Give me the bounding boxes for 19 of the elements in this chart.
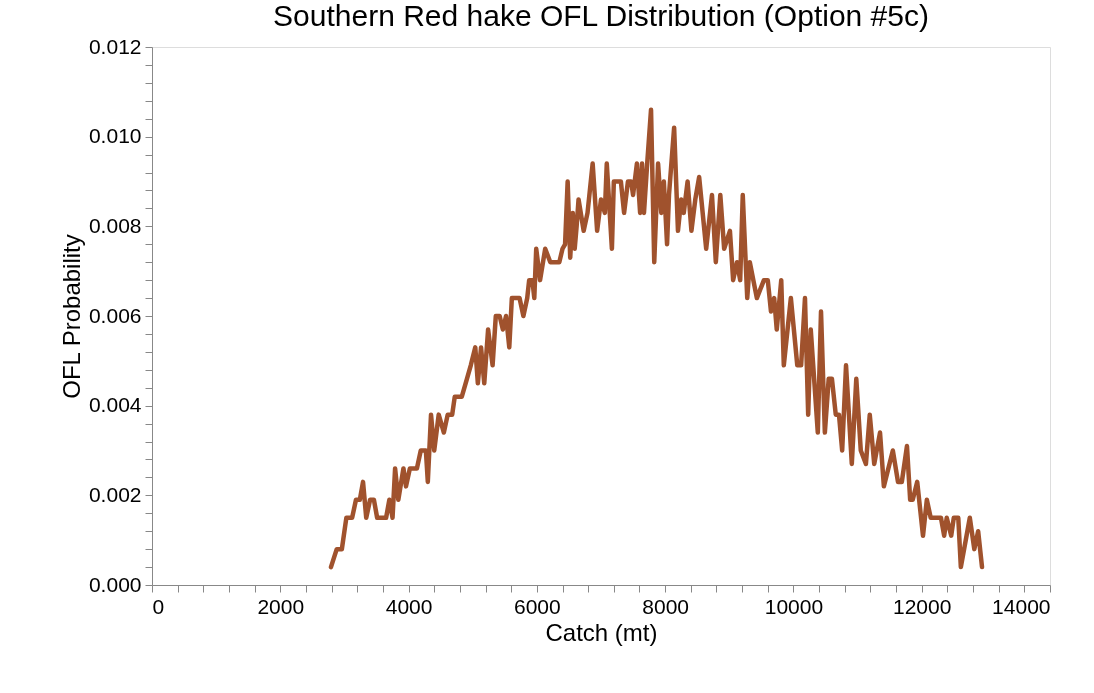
y-tick-label: 0.012 [88, 34, 142, 58]
x-tick-label: 0 [152, 594, 165, 618]
x-tick-label: 12000 [893, 594, 952, 618]
y-tick-label: 0.002 [88, 482, 142, 506]
y-tick-label: 0.004 [88, 393, 142, 417]
x-tick-label: 4000 [385, 594, 433, 618]
y-tick-label: 0.000 [88, 572, 142, 596]
x-tick-label: 8000 [642, 594, 689, 618]
x-tick-label: 6000 [514, 594, 561, 618]
y-axis-title: OFL Probability [57, 234, 85, 399]
x-tick-label: 10000 [764, 594, 824, 618]
x-axis-title: Catch (mt) [545, 618, 658, 646]
x-tick-label: 14000 [992, 594, 1051, 618]
y-tick-label: 0.006 [88, 303, 142, 327]
x-tick-label: 2000 [257, 594, 305, 618]
line-series [328, 107, 985, 570]
chart-title: Southern Red hake OFL Distribution (Option #5c) [273, 0, 929, 32]
y-tick-label: 0.010 [88, 124, 142, 148]
y-tick-label: 0.008 [88, 213, 142, 237]
